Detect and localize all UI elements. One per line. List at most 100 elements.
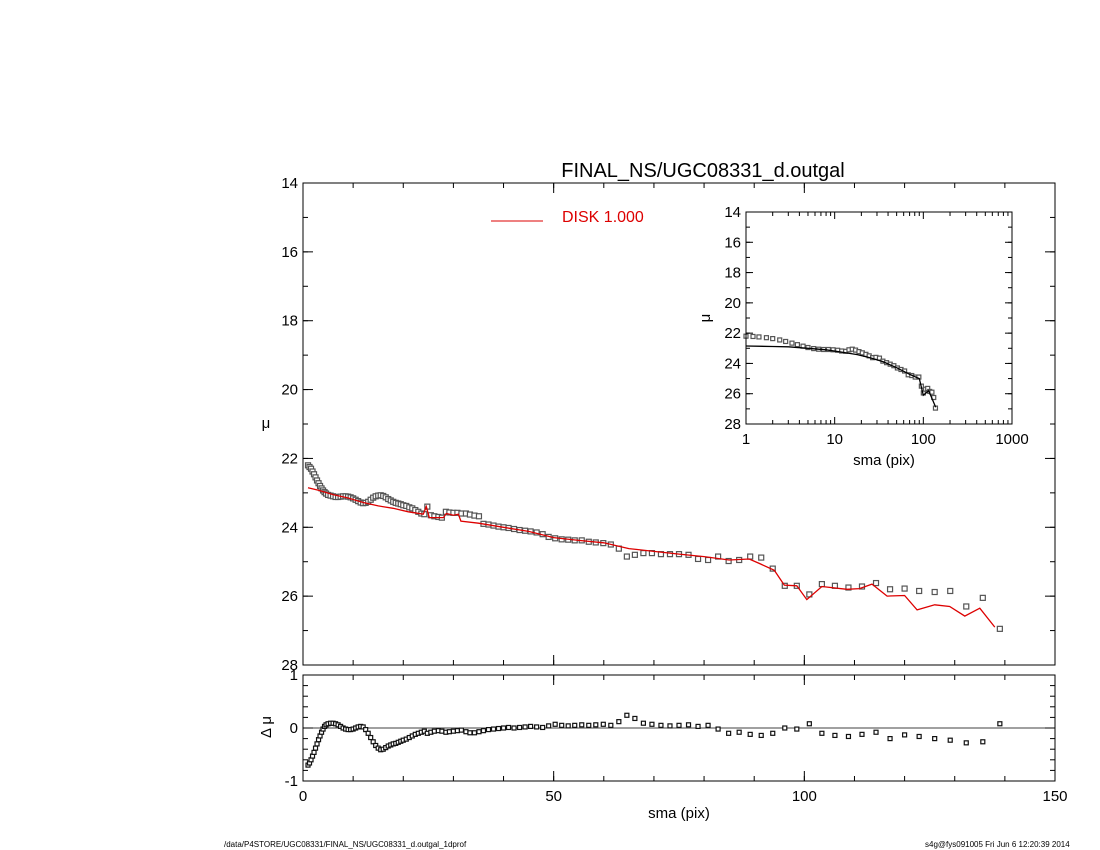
inset-point xyxy=(756,334,762,340)
residual-point xyxy=(450,728,456,734)
main-ytick-label: 26 xyxy=(281,588,298,605)
residual-point xyxy=(495,725,502,732)
main-point xyxy=(916,587,923,595)
main-ytick-label: 22 xyxy=(281,450,298,467)
residual-point xyxy=(658,722,664,728)
inset-xtick-label: 100 xyxy=(911,431,936,448)
residual-point xyxy=(845,733,852,740)
residual-point xyxy=(476,729,482,735)
main-point xyxy=(931,588,938,596)
inset-point xyxy=(783,338,789,345)
residual-point xyxy=(819,730,825,736)
residual-point xyxy=(782,725,788,731)
inset-y-label: μ xyxy=(697,314,714,323)
residual-point xyxy=(685,722,692,728)
residual-xtick-label: 50 xyxy=(545,788,562,805)
residual-point xyxy=(511,725,517,731)
main-point xyxy=(704,556,712,564)
residual-point xyxy=(490,726,497,732)
residual-point xyxy=(794,726,800,732)
inset-point xyxy=(770,335,776,342)
main-point xyxy=(979,594,986,601)
residual-point xyxy=(980,739,986,745)
inset-point xyxy=(750,333,756,340)
residual-y-label: Δ μ xyxy=(258,716,275,738)
inset-background xyxy=(746,212,1012,424)
residual-ytick-label: 0 xyxy=(290,720,298,737)
main-point xyxy=(747,553,754,560)
residual-xtick-label: 0 xyxy=(299,788,307,805)
main-point xyxy=(845,584,852,591)
residual-point xyxy=(806,721,812,727)
inset-ytick-label: 18 xyxy=(724,265,741,282)
footer-left: /data/P4STORE/UGC08331/FINAL_NS/UGC08331… xyxy=(224,840,467,849)
main-point xyxy=(623,553,630,560)
residual-point xyxy=(505,724,512,731)
residual-point xyxy=(947,737,953,743)
residual-point xyxy=(726,730,732,736)
residual-point xyxy=(446,729,452,735)
inset-series-line xyxy=(745,345,937,408)
main-series-line xyxy=(307,487,996,628)
main-y-label: μ xyxy=(262,415,271,432)
residual-point xyxy=(471,730,478,736)
residual-point xyxy=(565,723,571,729)
residual-point xyxy=(715,726,721,732)
residual-point xyxy=(546,723,552,729)
residual-point xyxy=(540,724,546,731)
inset-xtick-label: 1000 xyxy=(995,431,1028,448)
residual-point xyxy=(758,732,764,739)
main-point xyxy=(901,585,908,592)
residual-point xyxy=(632,715,638,722)
residual-point xyxy=(458,727,465,733)
residual-point xyxy=(368,734,374,741)
residual-point xyxy=(593,722,599,728)
residual-point xyxy=(963,740,969,746)
residual-point xyxy=(640,720,647,726)
footer-right: s4g@fys091005 Fri Jun 6 12:20:39 2014 xyxy=(925,840,1070,849)
residual-point xyxy=(522,724,528,730)
main-point xyxy=(666,551,674,558)
main-ytick-label: 24 xyxy=(281,519,298,536)
residual-ytick-label: -1 xyxy=(285,773,298,790)
residual-x-label: sma (pix) xyxy=(648,805,710,822)
residual-point xyxy=(552,721,558,727)
main-point xyxy=(640,550,647,557)
inset-ytick-label: 14 xyxy=(724,204,741,221)
residual-point xyxy=(887,735,893,742)
residual-point xyxy=(747,731,753,737)
residual-point xyxy=(832,732,838,739)
residual-xtick-label: 150 xyxy=(1042,788,1067,805)
residual-point xyxy=(695,723,701,730)
residual-point xyxy=(586,722,592,728)
residual-point xyxy=(559,722,565,728)
main-ytick-label: 16 xyxy=(281,244,298,261)
residual-point xyxy=(312,745,319,751)
residual-point xyxy=(516,724,523,731)
residual-point xyxy=(311,749,317,755)
inset-ytick-label: 20 xyxy=(724,295,741,312)
residual-point xyxy=(431,728,437,734)
inset-ytick-label: 16 xyxy=(724,234,741,251)
main-point xyxy=(725,557,732,565)
main-point xyxy=(947,587,954,595)
residual-point xyxy=(600,721,606,727)
residual-point xyxy=(667,723,673,729)
chart-title: FINAL_NS/UGC08331_d.outgal xyxy=(561,160,845,182)
residual-point xyxy=(705,722,711,728)
residual-point xyxy=(528,723,534,730)
residual-point xyxy=(480,728,487,734)
residual-point xyxy=(572,722,578,728)
main-ytick-label: 14 xyxy=(281,175,298,192)
residual-point xyxy=(736,729,742,735)
residual-point xyxy=(997,721,1003,727)
main-ytick-label: 20 xyxy=(281,382,298,399)
main-point xyxy=(818,580,825,588)
residual-point xyxy=(616,719,622,725)
residual-point xyxy=(579,722,585,728)
residual-point xyxy=(676,722,682,728)
inset-x-label: sma (pix) xyxy=(853,452,915,469)
residual-point xyxy=(624,712,630,718)
main-point xyxy=(996,625,1003,632)
